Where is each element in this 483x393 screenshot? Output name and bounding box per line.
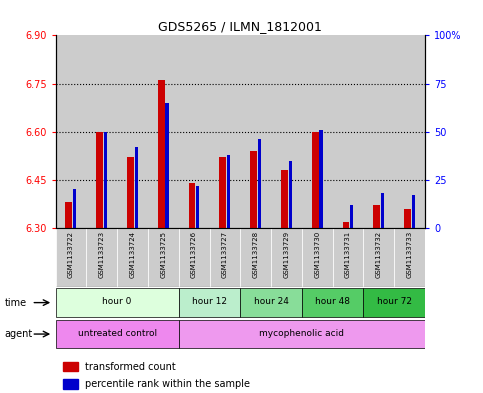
Bar [188,183,195,228]
Title: GDS5265 / ILMN_1812001: GDS5265 / ILMN_1812001 [158,20,322,33]
Bar [404,209,411,228]
Bar [166,103,169,228]
Text: untreated control: untreated control [78,329,156,338]
Bar [56,35,86,228]
Bar [350,205,353,228]
Bar [63,362,78,371]
Text: agent: agent [5,329,33,339]
Bar [240,228,271,287]
Text: hour 12: hour 12 [192,298,227,307]
Bar [302,228,333,287]
Bar [65,202,72,228]
Bar [135,147,138,228]
Bar [394,35,425,228]
Bar [96,132,103,228]
Bar [227,155,230,228]
Bar [302,35,333,228]
Bar [258,140,261,228]
Bar [179,288,240,317]
Bar [148,228,179,287]
Text: time: time [5,298,27,308]
Bar [281,170,288,228]
Bar [73,189,76,228]
Text: GSM1133731: GSM1133731 [345,231,351,278]
Bar [56,320,179,348]
Bar [104,132,107,228]
Bar [319,130,323,228]
Text: hour 48: hour 48 [315,298,350,307]
Bar [127,157,134,228]
Text: transformed count: transformed count [85,362,176,372]
Bar [271,35,302,228]
Text: hour 24: hour 24 [254,298,288,307]
Bar [342,222,349,228]
Bar [333,228,364,287]
Bar [289,161,292,228]
Bar [250,151,257,228]
Text: GSM1133726: GSM1133726 [191,231,197,278]
Text: GSM1133723: GSM1133723 [99,231,105,278]
Bar [117,228,148,287]
Bar [271,228,302,287]
Bar [148,35,179,228]
Bar [179,228,210,287]
Bar [56,288,179,317]
Bar [240,288,302,317]
Bar [412,195,415,228]
Text: GSM1133727: GSM1133727 [222,231,228,278]
Text: GSM1133728: GSM1133728 [253,231,259,278]
Text: mycophenolic acid: mycophenolic acid [259,329,344,338]
Bar [381,193,384,228]
Bar [117,35,148,228]
Text: GSM1133732: GSM1133732 [376,231,382,278]
Text: hour 72: hour 72 [377,298,412,307]
Bar [86,228,117,287]
Text: GSM1133729: GSM1133729 [284,231,289,278]
Bar [210,228,240,287]
Bar [364,35,394,228]
Text: hour 0: hour 0 [102,298,132,307]
Bar [312,132,318,228]
Text: GSM1133724: GSM1133724 [129,231,136,278]
Text: GSM1133730: GSM1133730 [314,231,320,278]
Text: percentile rank within the sample: percentile rank within the sample [85,379,250,389]
Bar [63,379,78,389]
Bar [394,228,425,287]
Bar [364,288,425,317]
Bar [179,320,425,348]
Text: GSM1133722: GSM1133722 [68,231,74,278]
Bar [364,228,394,287]
Bar [219,157,226,228]
Bar [86,35,117,228]
Bar [210,35,240,228]
Bar [196,185,199,228]
Bar [158,80,165,228]
Bar [302,288,364,317]
Bar [373,206,380,228]
Bar [56,228,86,287]
Text: GSM1133733: GSM1133733 [407,231,412,278]
Bar [240,35,271,228]
Bar [179,35,210,228]
Text: GSM1133725: GSM1133725 [160,231,166,278]
Bar [333,35,364,228]
